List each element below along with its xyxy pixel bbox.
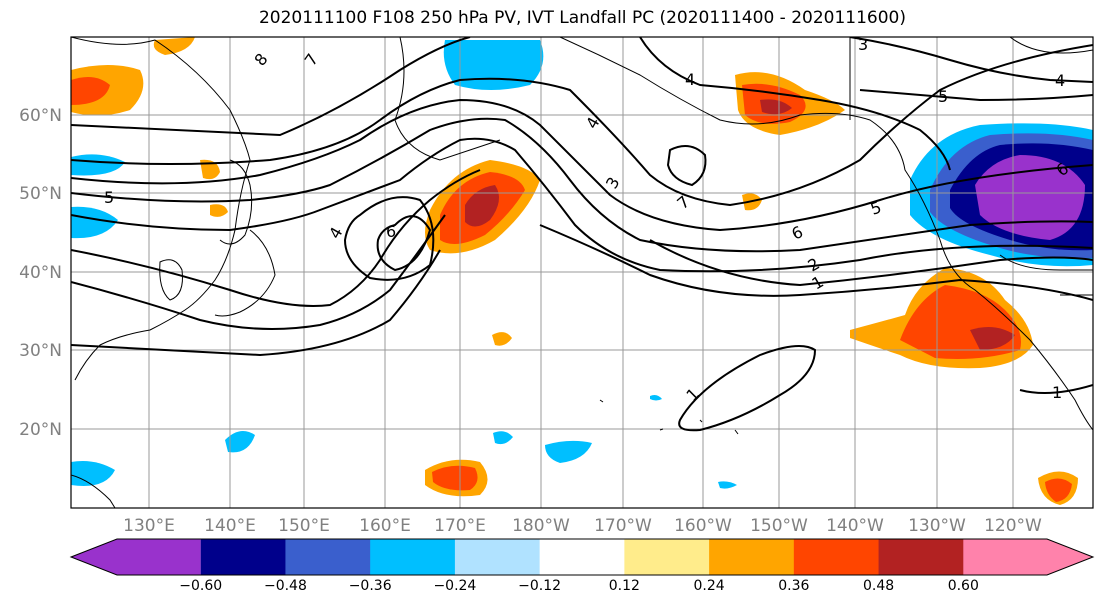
- contour-label: 3: [858, 35, 868, 54]
- colorbar-tick-label: −0.24: [433, 578, 476, 594]
- longitude-labels: 130°E 140°E 150°E 160°E 170°E 180°W 170°…: [123, 516, 1042, 536]
- contour-label: 4: [1055, 71, 1065, 90]
- colorbar-tick-label: −0.12: [518, 578, 561, 594]
- colorbar-tick-label: 0.24: [694, 578, 725, 594]
- lat-label: 40°N: [19, 263, 62, 283]
- colorbar-swatch: [370, 539, 456, 575]
- contour-label: 5: [104, 188, 114, 207]
- colorbar-tick-label: −0.48: [264, 578, 307, 594]
- colorbar-swatch: [963, 539, 1047, 575]
- latitude-labels: 60°N 50°N 40°N 30°N 20°N: [19, 106, 62, 440]
- shade-positive: [970, 326, 1015, 350]
- colorbar-swatch: [200, 539, 286, 575]
- colorbar-ticks: −0.60 −0.48 −0.36 −0.24 −0.12 0.12 0.24 0.36 0.4…: [179, 578, 979, 594]
- shade-negative: [71, 154, 125, 176]
- shade-positive: [200, 159, 220, 180]
- colorbar-swatch: [1047, 539, 1093, 575]
- lon-label: 130°W: [908, 516, 966, 536]
- lon-label: 170°E: [434, 516, 486, 536]
- lat-label: 60°N: [19, 106, 62, 126]
- shade-positive: [1045, 478, 1072, 502]
- colorbar-swatch: [454, 539, 541, 575]
- plot-frame: [70, 36, 1094, 509]
- colorbar-tick-label: 0.48: [863, 578, 894, 594]
- lon-label: 170°W: [594, 516, 652, 536]
- ivt-anomaly-shading: [71, 37, 1093, 505]
- colorbar-swatch: [71, 539, 117, 575]
- shade-positive: [71, 76, 110, 105]
- lon-label: 140°W: [826, 516, 884, 536]
- colorbar-tick-label: −0.60: [179, 578, 222, 594]
- shade-negative: [71, 461, 115, 486]
- colorbar-tick-label: 0.12: [609, 578, 640, 594]
- colorbar-outline: [69, 538, 1095, 576]
- contour-label: 6: [386, 222, 396, 241]
- lon-label: 180°W: [512, 516, 570, 536]
- map-title: 2020111100 F108 250 hPa PV, IVT Landfall…: [258, 8, 906, 28]
- contour-label: 1: [1052, 383, 1062, 402]
- colorbar: −0.60 −0.48 −0.36 −0.24 −0.12 0.12 0.24 0.36 0.4…: [69, 538, 1095, 594]
- colorbar-swatch: [117, 539, 201, 575]
- colorbar-tick-label: 0.36: [778, 578, 809, 594]
- colorbar-swatch: [709, 539, 795, 575]
- shade-positive: [760, 99, 792, 115]
- lon-label: 160°E: [359, 516, 411, 536]
- colorbar-tick-label: 0.60: [948, 578, 979, 594]
- shade-positive: [432, 465, 478, 491]
- shade-positive: [492, 332, 512, 346]
- graticule: [71, 37, 1093, 508]
- lon-label: 140°E: [204, 516, 256, 536]
- shade-negative: [545, 440, 592, 463]
- lon-label: 120°W: [984, 516, 1042, 536]
- shade-negative: [493, 431, 513, 445]
- lat-label: 50°N: [19, 184, 62, 204]
- lon-label: 130°E: [123, 516, 175, 536]
- lon-label: 150°W: [750, 516, 808, 536]
- pv-contours: [71, 37, 1093, 432]
- shade-positive: [153, 37, 195, 55]
- lon-label: 160°W: [674, 516, 732, 536]
- contour-label: 5: [938, 87, 948, 106]
- colorbar-swatch: [624, 539, 710, 575]
- shade-negative: [650, 395, 662, 401]
- colorbar-swatches: [71, 539, 1093, 575]
- colorbar-swatch: [539, 539, 625, 575]
- shade-negative: [443, 40, 544, 90]
- shade-positive: [210, 204, 228, 217]
- colorbar-tick-label: −0.36: [349, 578, 392, 594]
- shade-negative: [225, 431, 255, 453]
- colorbar-swatch: [793, 539, 880, 575]
- lat-label: 20°N: [19, 420, 62, 440]
- shade-negative: [71, 206, 118, 239]
- lon-label: 150°E: [278, 516, 330, 536]
- colorbar-swatch: [285, 539, 371, 575]
- shade-negative: [975, 155, 1085, 240]
- lat-label: 30°N: [19, 341, 62, 361]
- shade-positive: [465, 185, 499, 227]
- shade-negative: [718, 481, 737, 489]
- colorbar-swatch: [878, 539, 964, 575]
- contour-label: 4: [685, 70, 695, 89]
